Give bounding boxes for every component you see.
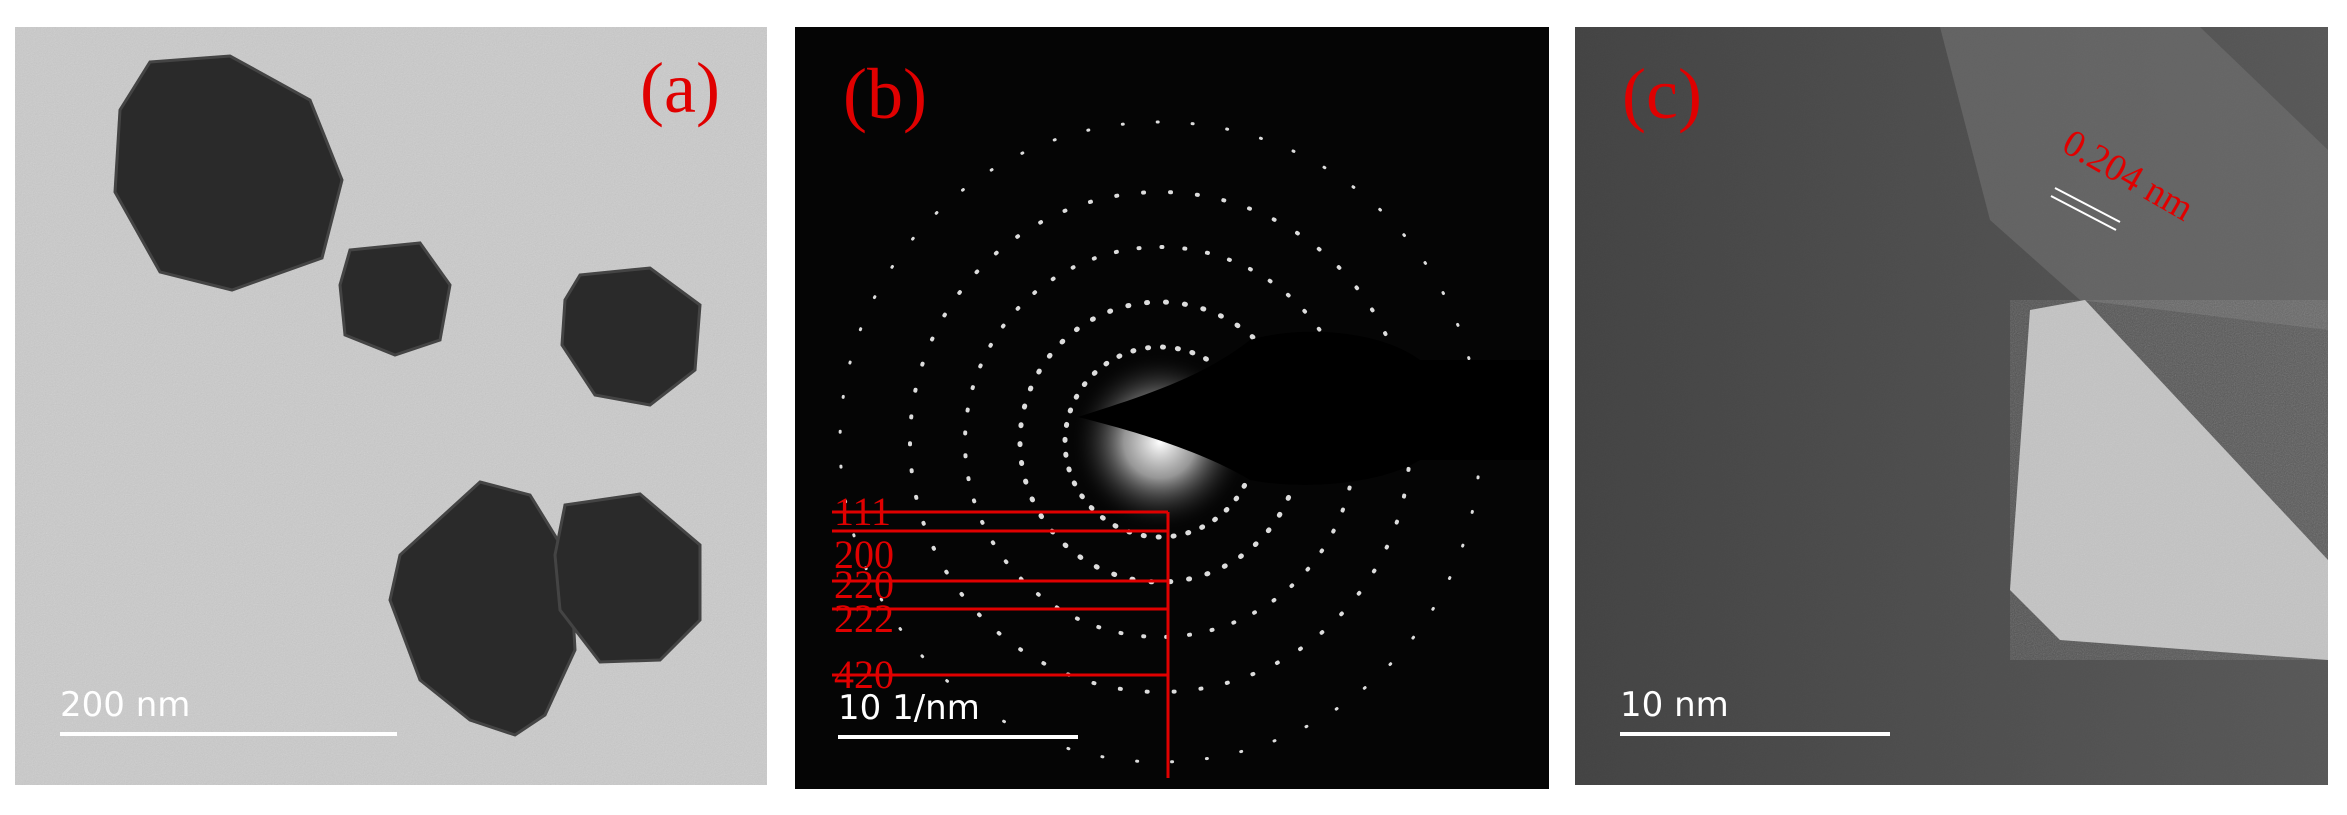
- scale-bar-label: 200 nm: [60, 685, 190, 725]
- scale-bar-label: 10 1/nm: [838, 688, 980, 728]
- ring-index: 222: [834, 596, 894, 641]
- fringe-marker: [2050, 187, 2121, 231]
- particles: [113, 54, 702, 737]
- panel-label: (b): [843, 54, 927, 134]
- ring-index: 111: [834, 489, 891, 534]
- ring-index: 220: [834, 562, 894, 607]
- scale-bar-label: 10 nm: [1620, 685, 1729, 725]
- beam-stopper: [1078, 331, 1549, 485]
- ring-index: 420: [834, 652, 894, 697]
- ring-index: 200: [834, 532, 894, 577]
- panel-c: 0.204 nm 10 nm (c): [1575, 27, 2328, 785]
- texture: [1575, 27, 2328, 785]
- panel-label: (a): [640, 48, 720, 128]
- panel-label: (c): [1622, 54, 1702, 134]
- panel-a: 200 nm (a): [15, 27, 767, 785]
